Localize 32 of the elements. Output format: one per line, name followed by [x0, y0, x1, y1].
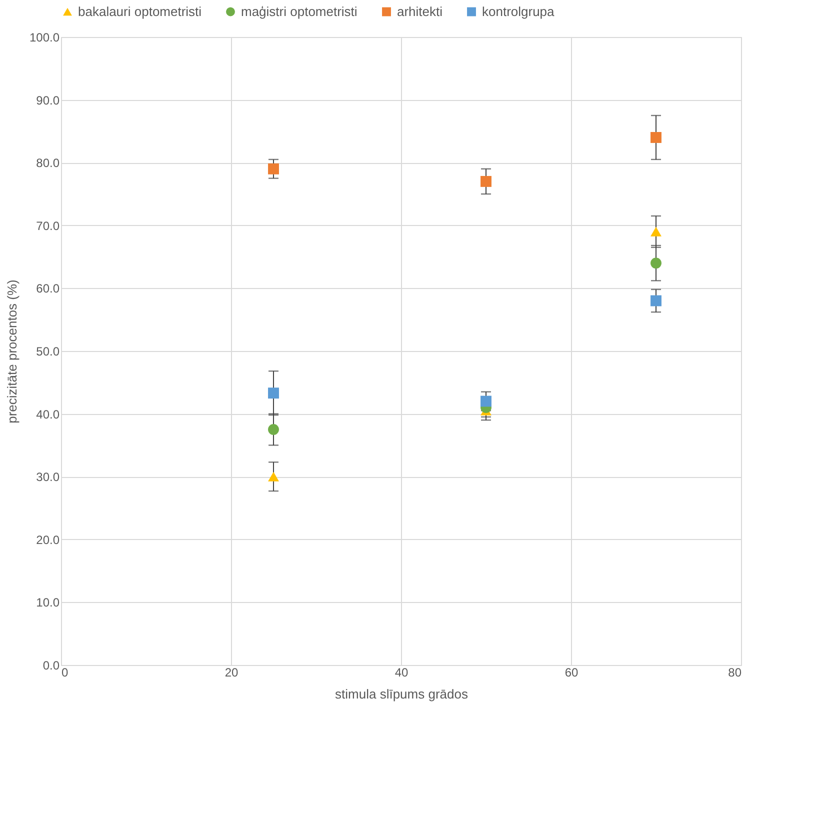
point [650, 258, 662, 269]
y-tick-label: 90.0 [36, 93, 60, 108]
x-tick-label: 80 [728, 666, 742, 680]
y-tick-label: 70.0 [36, 218, 60, 233]
x-tick-label: 60 [564, 666, 578, 680]
x-axis-title: stimula slīpums grādos [335, 686, 468, 702]
y-tick-label: 20.0 [36, 532, 60, 547]
x-tick-label: 40 [394, 666, 408, 680]
y-tick-label: 80.0 [36, 156, 60, 170]
point [268, 163, 279, 174]
y-tick-label: 100.0 [29, 30, 60, 44]
point [268, 388, 279, 399]
legend-label: arhitekti [397, 4, 443, 19]
point [480, 396, 492, 407]
y-tick-label: 30.0 [36, 470, 60, 484]
y-tick-label: 40.0 [36, 407, 60, 422]
legend-label: maģistri optometristi [241, 4, 358, 19]
point [650, 295, 662, 306]
y-tick-label: 0.0 [42, 658, 60, 672]
point [268, 424, 279, 435]
point [268, 472, 279, 482]
y-tick-label: 50.0 [36, 344, 60, 358]
point [650, 132, 662, 143]
point [650, 226, 662, 236]
y-tick-label: 60.0 [36, 282, 60, 296]
y-axis-title: precizitāte procentos (%) [4, 280, 20, 424]
point [480, 176, 492, 187]
legend-label: kontrolgrupa [482, 4, 556, 19]
y-tick-label: 10.0 [36, 596, 60, 610]
x-tick-label: 20 [224, 666, 238, 680]
legend-label: bakalauri optometristi [78, 4, 202, 19]
x-tick-label: 0 [62, 666, 68, 680]
